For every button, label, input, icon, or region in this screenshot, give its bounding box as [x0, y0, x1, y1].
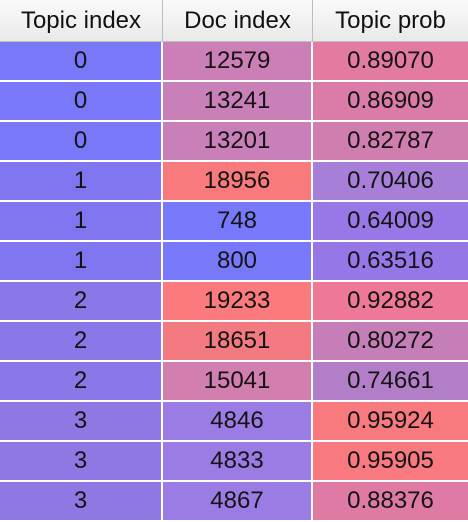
table-row[interactable]: 2 19233 0.92882 [0, 282, 468, 322]
topic-index-cell[interactable]: 3 [0, 402, 163, 442]
topic-index-cell[interactable]: 3 [0, 482, 163, 522]
topic-prob-cell[interactable]: 0.64009 [313, 202, 468, 242]
column-header-topic-prob[interactable]: Topic prob [335, 6, 446, 34]
topic-prob-cell[interactable]: 0.80272 [313, 322, 468, 362]
table-row[interactable]: 0 12579 0.89070 [0, 42, 468, 82]
table-row[interactable]: 3 4833 0.95905 [0, 442, 468, 482]
topic-index-cell[interactable]: 2 [0, 282, 163, 322]
topic-index-cell[interactable]: 0 [0, 42, 163, 82]
table-body: 0 12579 0.89070 0 13241 0.86909 0 13201 0.82787 1… [0, 42, 468, 522]
table-row[interactable]: 3 4867 0.88376 [0, 482, 468, 522]
topic-prob-cell[interactable]: 0.89070 [313, 42, 468, 82]
table-row[interactable]: 2 15041 0.74661 [0, 362, 468, 402]
doc-index-cell[interactable]: 4833 [163, 442, 313, 482]
doc-index-cell[interactable]: 800 [163, 242, 313, 282]
topic-index-cell[interactable]: 2 [0, 362, 163, 402]
doc-index-cell[interactable]: 13201 [163, 122, 313, 162]
topic-index-cell[interactable]: 1 [0, 162, 163, 202]
topic-index-cell[interactable]: 0 [0, 82, 163, 122]
topic-index-cell[interactable]: 1 [0, 242, 163, 282]
table-row[interactable]: 2 18651 0.80272 [0, 322, 468, 362]
doc-index-cell[interactable]: 13241 [163, 82, 313, 122]
doc-index-cell[interactable]: 15041 [163, 362, 313, 402]
doc-index-cell[interactable]: 19233 [163, 282, 313, 322]
table-header: Topic index Doc index Topic prob [0, 0, 468, 42]
topic-prob-cell[interactable]: 0.82787 [313, 122, 468, 162]
topic-prob-cell[interactable]: 0.95905 [313, 442, 468, 482]
topic-index-cell[interactable]: 3 [0, 442, 163, 482]
topic-prob-cell[interactable]: 0.86909 [313, 82, 468, 122]
doc-index-cell[interactable]: 18651 [163, 322, 313, 362]
column-header-topic-index[interactable]: Topic index [0, 0, 163, 41]
doc-index-cell[interactable]: 4846 [163, 402, 313, 442]
table-row[interactable]: 0 13241 0.86909 [0, 82, 468, 122]
table-row[interactable]: 1 800 0.63516 [0, 242, 468, 282]
topic-index-cell[interactable]: 0 [0, 122, 163, 162]
topic-prob-cell[interactable]: 0.63516 [313, 242, 468, 282]
table-row[interactable]: 0 13201 0.82787 [0, 122, 468, 162]
doc-index-cell[interactable]: 12579 [163, 42, 313, 82]
doc-index-cell[interactable]: 748 [163, 202, 313, 242]
table-row[interactable]: 3 4846 0.95924 [0, 402, 468, 442]
doc-index-cell[interactable]: 18956 [163, 162, 313, 202]
topic-prob-cell[interactable]: 0.74661 [313, 362, 468, 402]
table-row[interactable]: 1 748 0.64009 [0, 202, 468, 242]
topic-index-cell[interactable]: 1 [0, 202, 163, 242]
topic-prob-cell[interactable]: 0.95924 [313, 402, 468, 442]
topic-index-cell[interactable]: 2 [0, 322, 163, 362]
table-row[interactable]: 1 18956 0.70406 [0, 162, 468, 202]
topic-prob-cell[interactable]: 0.92882 [313, 282, 468, 322]
topic-prob-cell[interactable]: 0.88376 [313, 482, 468, 522]
column-header-doc-index[interactable]: Doc index [163, 0, 313, 41]
doc-index-cell[interactable]: 4867 [163, 482, 313, 522]
topic-prob-cell[interactable]: 0.70406 [313, 162, 468, 202]
